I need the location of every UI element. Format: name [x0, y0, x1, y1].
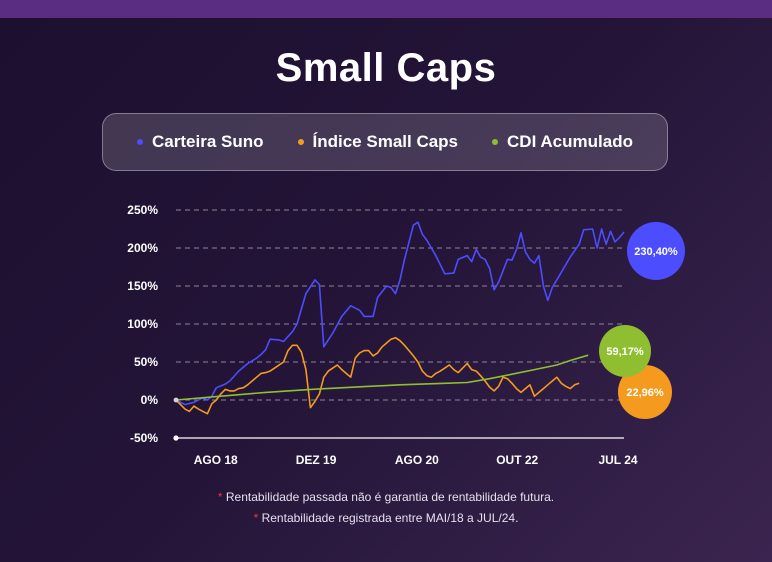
legend-item-carteira-suno: Carteira Suno: [137, 132, 264, 152]
end-bubble-indice-small-caps: [618, 365, 672, 419]
end-label-carteira-suno: 230,40%: [634, 246, 678, 258]
footnote-star: *: [217, 490, 223, 504]
y-tick-label: 50%: [134, 355, 158, 369]
end-bubble-cdi-acumulado: [599, 325, 651, 377]
series-line-indice-small-caps: [175, 336, 580, 415]
y-tick-label: 250%: [127, 203, 158, 217]
x-tick-label: OUT 22: [496, 453, 538, 467]
end-label-cdi-acumulado: 59,17%: [606, 346, 644, 358]
line-chart: 250% 200% 150% 100% 50% 0% -50% AGO 18 DEZ 19 AGO…: [127, 203, 685, 467]
legend-dot-indice-small-caps-icon: [297, 139, 304, 145]
legend-dot-carteira-suno-icon: [137, 139, 144, 145]
footnote-text: Rentabilidade registrada entre MAI/18 a …: [261, 511, 519, 525]
legend-label-indice-small-caps: Índice Small Caps: [312, 132, 459, 151]
chart-legend: Carteira Suno Índice Small Caps CDI Acum…: [102, 113, 668, 171]
y-tick-label: 100%: [127, 317, 158, 331]
x-tick-label: DEZ 19: [296, 453, 337, 467]
legend-label-carteira-suno: Carteira Suno: [152, 132, 264, 151]
x-tick-label: JUL 24: [598, 453, 637, 467]
legend-item-indice-small-caps: Índice Small Caps: [297, 132, 459, 152]
x-axis-origin-dot: [173, 435, 179, 441]
footnote-disclaimer: * Rentabilidade passada não é garantia d…: [0, 490, 772, 504]
legend-item-cdi-acumulado: CDI Acumulado: [492, 132, 633, 152]
footnote-period: * Rentabilidade registrada entre MAI/18 …: [0, 511, 772, 525]
series-line-cdi-acumulado: [175, 354, 589, 401]
y-tick-label: -50%: [130, 431, 158, 445]
y-tick-label: 150%: [127, 279, 158, 293]
series-line-carteira-suno: [175, 221, 625, 406]
page-title: Small Caps: [275, 46, 497, 90]
legend-dot-cdi-acumulado-icon: [492, 139, 499, 145]
legend-label-cdi-acumulado: CDI Acumulado: [507, 132, 633, 151]
y-tick-label: 0%: [141, 393, 159, 407]
footnote-text: Rentabilidade passada não é garantia de …: [225, 490, 555, 504]
footnote-star: *: [253, 511, 259, 525]
y-tick-label: 200%: [127, 241, 158, 255]
x-tick-label: AGO 18: [194, 453, 238, 467]
end-bubble-carteira-suno: [627, 222, 685, 280]
series-start-dot: [173, 397, 179, 403]
end-label-indice-small-caps: 22,96%: [626, 387, 664, 399]
x-tick-label: AGO 20: [395, 453, 439, 467]
